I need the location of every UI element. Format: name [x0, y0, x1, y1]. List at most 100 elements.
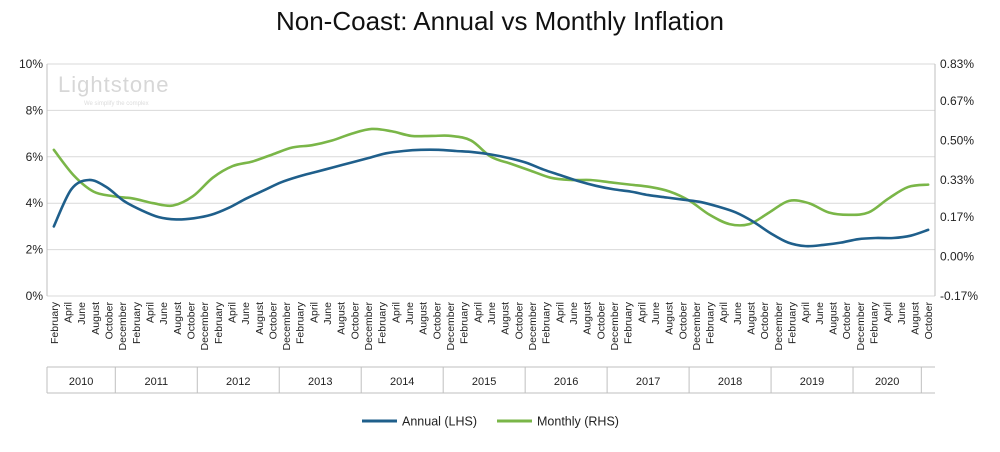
gridlines	[46, 63, 936, 297]
legend-label-annual: Annual (LHS)	[402, 415, 477, 429]
x-month-label: February	[541, 301, 553, 344]
annual-series-line	[52, 148, 930, 248]
x-month-label: June	[814, 302, 826, 325]
x-month-label: February	[213, 301, 225, 344]
x-month-label: August	[500, 302, 512, 335]
x-month-label: December	[773, 301, 785, 350]
x-month-label: April	[144, 302, 156, 323]
x-year-label: 2015	[472, 376, 496, 388]
x-month-label: February	[705, 301, 717, 344]
y-right-tick-label: 0.50%	[940, 134, 974, 148]
x-month-label: February	[459, 301, 471, 344]
series-lines	[52, 127, 930, 248]
x-month-label: June	[404, 302, 416, 325]
y-left-tick-label: 4%	[26, 196, 44, 210]
y-right-tick-label: 0.83%	[940, 57, 974, 71]
x-month-label: December	[363, 301, 375, 350]
x-month-label: April	[718, 302, 730, 323]
x-month-label: June	[158, 302, 170, 325]
x-year-label: 2012	[226, 376, 250, 388]
x-month-label: December	[199, 301, 211, 350]
x-year-label: 2017	[636, 376, 660, 388]
x-month-label: April	[554, 302, 566, 323]
legend-label-monthly: Monthly (RHS)	[537, 415, 619, 429]
x-month-label: June	[76, 302, 88, 325]
y-right-tick-label: -0.17%	[940, 289, 978, 303]
x-month-label: August	[336, 302, 348, 335]
x-year-label: 2016	[554, 376, 578, 388]
y-right-tick-label: 0.67%	[940, 94, 974, 108]
y-right-tick-label: 0.17%	[940, 210, 974, 224]
x-month-label: October	[103, 302, 115, 340]
x-month-label: October	[841, 302, 853, 340]
x-month-label: June	[486, 302, 498, 325]
x-month-label: June	[650, 302, 662, 325]
watermark: Lightstone We simplify the complex	[58, 72, 170, 107]
x-month-label: December	[691, 301, 703, 350]
x-month-label: October	[923, 302, 935, 340]
y-left-tick-label: 6%	[26, 150, 44, 164]
x-year-label: 2011	[144, 376, 168, 388]
x-month-label: August	[746, 302, 758, 335]
x-month-label: December	[445, 301, 457, 350]
x-year-label: 2013	[308, 376, 332, 388]
x-month-label: December	[527, 301, 539, 350]
x-axis: February April June August October December Fe…	[46, 301, 935, 394]
x-month-label: June	[322, 302, 334, 325]
x-month-label: October	[267, 302, 279, 340]
x-month-label: August	[172, 302, 184, 335]
x-month-label: June	[732, 302, 744, 325]
x-month-label: August	[90, 302, 102, 335]
x-month-label: August	[910, 302, 922, 335]
y-left-tick-label: 8%	[26, 103, 44, 117]
x-month-label: February	[623, 301, 635, 344]
x-month-label: June	[568, 302, 580, 325]
x-month-label: April	[636, 302, 648, 323]
legend: Annual (LHS) Monthly (RHS)	[362, 415, 619, 429]
x-month-label: August	[664, 302, 676, 335]
watermark-logo-text: Lightstone	[58, 72, 170, 97]
x-month-label: February	[295, 301, 307, 344]
x-month-label: August	[582, 302, 594, 335]
x-month-label: April	[882, 302, 894, 323]
x-month-label: December	[117, 301, 129, 350]
x-month-label: October	[513, 302, 525, 340]
x-month-label: August	[254, 302, 266, 335]
x-month-label: October	[431, 302, 443, 340]
x-year-label: 2019	[800, 376, 824, 388]
x-month-label: April	[472, 302, 484, 323]
y-right-tick-label: 0.00%	[940, 250, 974, 264]
y-left-tick-label: 0%	[26, 289, 44, 303]
x-month-label: December	[855, 301, 867, 350]
x-month-label: October	[759, 302, 771, 340]
left-y-axis: 0% 2% 4% 6% 8% 10%	[19, 57, 43, 303]
x-month-label: December	[281, 301, 293, 350]
x-year-label: 2018	[718, 376, 742, 388]
x-month-label: August	[418, 302, 430, 335]
x-year-label: 2014	[390, 376, 414, 388]
monthly-series-line	[52, 127, 930, 227]
right-y-axis: -0.17% 0.00% 0.17% 0.33% 0.50% 0.67% 0.83%	[940, 57, 978, 303]
x-month-label: February	[49, 301, 61, 344]
x-month-label: June	[240, 302, 252, 325]
x-month-label: April	[800, 302, 812, 323]
y-left-tick-label: 10%	[19, 57, 43, 71]
y-right-tick-label: 0.33%	[940, 173, 974, 187]
x-month-label: April	[226, 302, 238, 323]
x-month-label: October	[595, 302, 607, 340]
x-month-label: April	[390, 302, 402, 323]
x-month-label: August	[828, 302, 840, 335]
x-year-label: 2010	[69, 376, 93, 388]
x-month-label: October	[349, 302, 361, 340]
x-month-label: February	[869, 301, 881, 344]
x-month-label: February	[377, 301, 389, 344]
x-month-label: February	[787, 301, 799, 344]
x-month-label: April	[308, 302, 320, 323]
x-month-label: April	[62, 302, 74, 323]
chart-title: Non-Coast: Annual vs Monthly Inflation	[276, 6, 724, 36]
x-month-label: June	[896, 302, 908, 325]
x-month-label: October	[677, 302, 689, 340]
y-left-tick-label: 2%	[26, 243, 44, 257]
x-year-label: 2020	[875, 376, 899, 388]
